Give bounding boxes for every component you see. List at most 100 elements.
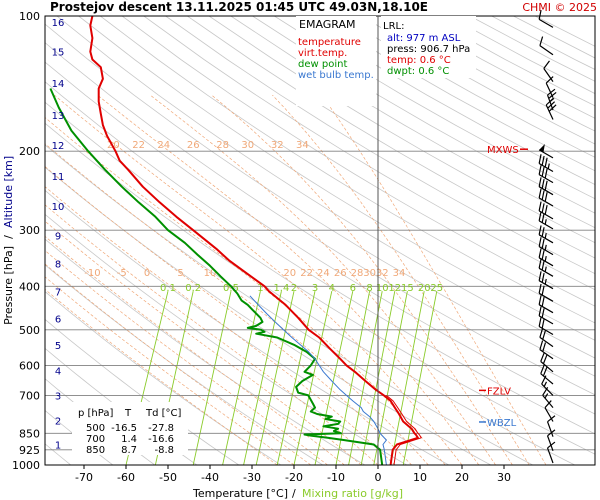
- x-axis-tick-label: -30: [243, 471, 261, 484]
- dry-adiabat-line: [78, 16, 595, 341]
- wind-barb-shaft: [538, 267, 554, 277]
- wind-barb-shaft: [538, 197, 554, 207]
- wind-barb-half-flag: [544, 266, 547, 272]
- mixing-ratio-label: 6: [350, 283, 356, 294]
- dry-adiabat-line: [187, 16, 595, 259]
- y-axis-tick-label: 300: [19, 224, 40, 237]
- wind-barb-shaft: [538, 149, 554, 159]
- wind-barb-shaft: [538, 280, 554, 290]
- wind-barb: [538, 225, 554, 244]
- moist-adiabat-line: [45, 263, 312, 465]
- wind-barb-flag: [539, 328, 544, 338]
- wind-barb: [546, 429, 556, 452]
- moist-adiabat-line: [54, 94, 463, 465]
- y-axis-tick-label: 1000: [12, 459, 40, 472]
- wind-barb-flag: [542, 386, 549, 396]
- x-axis-tick-label: 10: [413, 471, 427, 484]
- wind-barb-flag: [541, 166, 545, 177]
- y-axis-label-separator: /: [2, 235, 15, 239]
- dry-adiabat-line: [252, 16, 595, 214]
- mixing-ratio-line: [373, 291, 408, 465]
- x-axis-tick-label: -20: [285, 471, 303, 484]
- wind-barb-shaft: [538, 162, 554, 173]
- wind-barb-flag: [541, 155, 545, 166]
- y-axis-tick-label: 100: [19, 10, 40, 23]
- wind-barb: [543, 60, 554, 82]
- wind-barb-flag: [538, 201, 542, 212]
- wind-barb: [538, 188, 554, 207]
- wind-barb-flag: [547, 441, 556, 449]
- moist-adiabat-label: 26: [334, 268, 347, 279]
- table-header-dewpoint: Td [°C]: [145, 408, 182, 419]
- level-marker-wbzl: WBZL: [487, 418, 517, 429]
- wind-barb-flag: [539, 340, 544, 350]
- series-line-temperature: [89, 16, 419, 465]
- wind-barb-flag: [538, 283, 542, 294]
- altitude-tick-label: 14: [52, 79, 65, 90]
- moist-adiabat-label: 10: [204, 268, 217, 279]
- wind-barb: [538, 271, 554, 290]
- altitude-tick-label: 6: [55, 315, 61, 326]
- wind-barb: [540, 364, 554, 385]
- wind-barb-flag: [545, 98, 554, 106]
- wind-barb-shaft: [546, 421, 554, 437]
- y-axis-tick-label: 400: [19, 280, 40, 293]
- wind-barb-flag: [541, 375, 547, 385]
- wind-barb-shaft: [538, 246, 554, 256]
- mixing-ratio-label: 1.4: [273, 283, 289, 294]
- wind-barb-flag: [541, 260, 545, 271]
- x-axis-tick-label: 30: [497, 471, 511, 484]
- wind-barb: [545, 98, 557, 120]
- wind-barb-flag: [547, 429, 556, 437]
- moist-adiabat-line: [45, 186, 396, 465]
- moist-adiabat-label: 24: [317, 268, 330, 279]
- dry-adiabat-line: [45, 144, 533, 465]
- wind-barb-flag: [548, 104, 557, 112]
- x-axis-label-separator: /: [292, 487, 296, 500]
- chart-title: Prostejov descent 13.11.2025 01:45 UTC 4…: [50, 0, 428, 14]
- wind-barb: [540, 352, 554, 373]
- wind-barb: [538, 295, 554, 314]
- wind-barb: [538, 258, 554, 277]
- wind-barb-flag: [538, 317, 542, 327]
- table-cell: -27.8: [148, 423, 174, 434]
- wind-barb-flag: [538, 211, 542, 222]
- dry-adiabat-line: [143, 16, 595, 291]
- wind-barb-shaft: [541, 383, 554, 396]
- wind-barb-flag: [542, 366, 548, 377]
- wind-barb-flag: [541, 238, 545, 249]
- table-cell: 1.4: [121, 434, 137, 445]
- wind-barb-flag: [538, 188, 542, 199]
- sounding-curves: [49, 16, 422, 465]
- moist-adiabat-label: 0: [144, 268, 150, 279]
- wind-barb-flag: [538, 295, 542, 305]
- altitude-tick-label: 2: [55, 416, 61, 427]
- wind-barb: [538, 165, 554, 184]
- wind-barb-flag: [542, 330, 547, 340]
- moist-adiabat-label: 32: [271, 140, 284, 151]
- wind-barb-flag: [538, 258, 542, 269]
- mixing-ratio-label: 0.1: [160, 283, 176, 294]
- wind-barb-flag: [538, 165, 542, 175]
- legend-item-wet-bulb: wet bulb temp.: [298, 70, 374, 81]
- wind-barb-flag: [540, 364, 545, 374]
- moist-adiabat-line: [45, 220, 362, 465]
- mixing-ratio-line: [402, 291, 438, 465]
- wind-barb-half-flag: [543, 381, 548, 387]
- wind-barb-shaft: [540, 373, 554, 385]
- y-axis-tick-label: 200: [19, 145, 40, 158]
- table-cell: 700: [86, 434, 105, 445]
- wind-barb: [541, 375, 554, 396]
- moist-adiabat-line: [272, 94, 530, 465]
- wind-barb-flag: [541, 227, 545, 237]
- dry-adiabat-line: [165, 16, 595, 275]
- wind-barb: [539, 36, 554, 56]
- wind-barb-half-flag: [544, 393, 549, 399]
- moist-adiabat-label: 34: [296, 140, 309, 151]
- moist-adiabat-label: 34: [393, 268, 406, 279]
- wind-barb: [539, 328, 554, 348]
- wind-barb-half-flag: [547, 163, 550, 169]
- wind-barb-pennant: [539, 143, 545, 153]
- dry-adiabat-line: [45, 61, 595, 415]
- chart-overlay: -70 -60 -50 -40 -30 -20 -10 0 10 20 30100200300400…: [12, 9, 557, 484]
